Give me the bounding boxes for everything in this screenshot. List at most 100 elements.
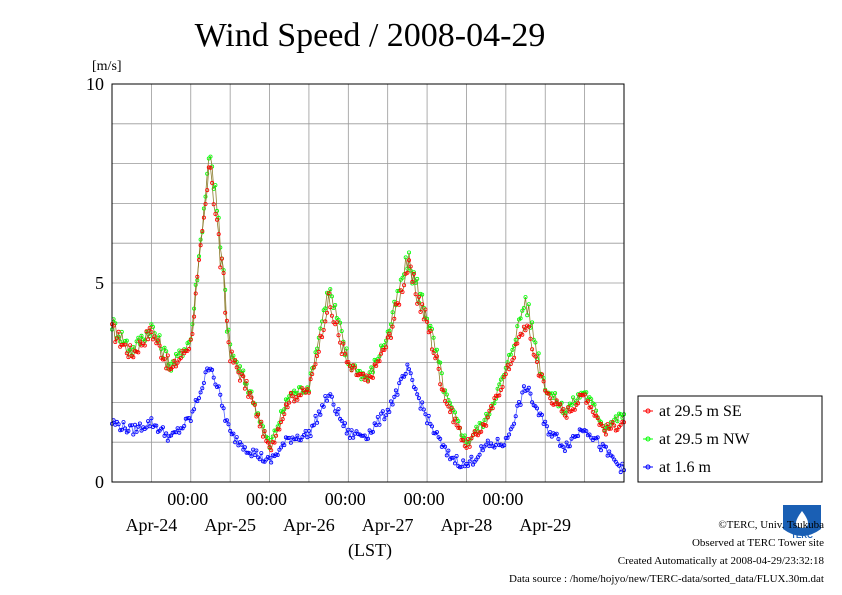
data-point	[521, 384, 526, 389]
data-point	[149, 416, 154, 421]
data-point	[147, 325, 152, 330]
y-tick-label: 5	[95, 273, 104, 293]
data-point	[277, 427, 282, 432]
data-point	[342, 351, 347, 356]
data-point	[377, 422, 382, 427]
data-point	[597, 444, 602, 449]
data-point	[341, 424, 346, 429]
data-point	[218, 245, 223, 250]
data-point	[603, 444, 608, 449]
data-point	[513, 414, 518, 419]
data-point	[472, 429, 477, 434]
data-point	[546, 391, 551, 396]
data-point	[341, 341, 346, 346]
data-point	[155, 338, 160, 343]
data-point	[459, 437, 464, 442]
data-point	[121, 420, 126, 425]
data-point	[365, 436, 370, 441]
data-point	[592, 413, 597, 418]
data-point	[618, 470, 623, 475]
data-point	[564, 415, 569, 420]
data-point	[188, 418, 193, 423]
data-point	[285, 436, 290, 441]
data-point	[423, 412, 428, 417]
data-point	[564, 408, 569, 413]
data-point	[510, 424, 515, 429]
data-point	[326, 291, 331, 296]
data-point	[425, 319, 430, 324]
data-point	[607, 449, 612, 454]
data-point	[564, 440, 569, 445]
legend-marker	[645, 464, 651, 470]
data-point	[562, 448, 567, 453]
data-point	[205, 188, 210, 193]
x-axis-label: (LST)	[348, 540, 392, 561]
data-point	[282, 407, 287, 412]
data-point	[452, 410, 457, 415]
data-point	[443, 399, 448, 404]
data-point	[566, 444, 571, 449]
data-point	[539, 372, 544, 377]
data-point	[500, 384, 505, 389]
data-point	[392, 394, 397, 399]
data-point	[444, 453, 449, 458]
data-point	[470, 462, 475, 467]
data-point	[267, 455, 272, 460]
logo-text: TERC	[791, 531, 813, 540]
data-point	[324, 398, 329, 403]
data-point	[201, 206, 206, 211]
data-point	[402, 374, 407, 379]
data-point	[434, 430, 439, 435]
data-point	[452, 416, 457, 421]
data-point	[599, 448, 604, 453]
data-point	[150, 337, 155, 342]
data-point	[431, 335, 436, 340]
data-point	[415, 276, 420, 281]
data-point	[421, 317, 426, 322]
data-point	[477, 452, 482, 457]
data-point	[518, 316, 523, 321]
data-point	[602, 428, 607, 433]
data-point	[334, 320, 339, 325]
x-day-label: Apr-29	[519, 515, 571, 535]
data-point	[229, 349, 234, 354]
data-point	[323, 306, 328, 311]
data-point	[237, 364, 242, 369]
data-point	[280, 417, 285, 422]
data-point	[387, 331, 392, 336]
data-point	[198, 243, 203, 248]
data-point	[507, 352, 512, 357]
data-point	[146, 337, 151, 342]
data-point	[393, 388, 398, 393]
data-point	[223, 287, 228, 292]
data-point	[467, 444, 472, 449]
data-point	[342, 421, 347, 426]
x-day-label: Apr-24	[126, 515, 178, 535]
data-point	[416, 396, 421, 401]
data-point	[172, 430, 177, 435]
data-point	[283, 397, 288, 402]
data-point	[265, 435, 270, 440]
data-point	[113, 339, 118, 344]
data-point	[316, 349, 321, 354]
data-point	[576, 401, 581, 406]
data-point	[429, 424, 434, 429]
data-point	[305, 435, 310, 440]
data-point	[490, 406, 495, 411]
data-point	[589, 405, 594, 410]
data-point	[323, 319, 328, 324]
data-point	[256, 412, 261, 417]
data-point	[259, 451, 264, 456]
data-point	[206, 165, 211, 170]
data-point	[380, 409, 385, 414]
terc-logo-icon: TERC	[783, 505, 821, 540]
data-point	[556, 402, 561, 407]
data-point	[454, 453, 459, 458]
data-point	[164, 366, 169, 371]
data-point	[214, 208, 219, 213]
data-point	[329, 313, 334, 318]
data-point	[233, 357, 238, 362]
data-point	[572, 407, 577, 412]
data-point	[374, 363, 379, 368]
y-tick-label: 10	[86, 74, 104, 94]
